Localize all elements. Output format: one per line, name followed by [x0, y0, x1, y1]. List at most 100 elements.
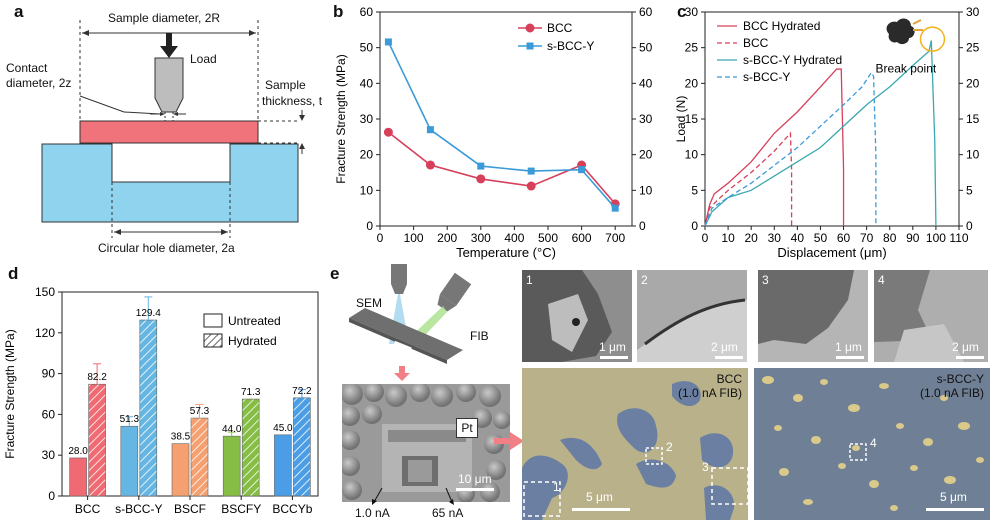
chart-c-ytick-label-right: 30	[966, 5, 980, 19]
chart-d-value-label: 45.0	[273, 423, 293, 434]
chart-b-ytick-label-right: 40	[639, 76, 653, 90]
map-s-bcc-y-title-line2: (1.0 nA FIB)	[919, 386, 984, 400]
chart-b-xtick-label: 500	[538, 231, 558, 245]
chart-b-ytick-label: 60	[360, 5, 374, 19]
chart-d-value-label: 129.4	[136, 308, 161, 319]
chart-d-legend-swatch-hydrated	[203, 333, 223, 348]
sem-scale-bar	[456, 488, 494, 491]
chart-d-ylabel: Fracture Strength (MPa)	[3, 329, 17, 458]
chart-b-xtick-label: 300	[471, 231, 491, 245]
chart-c-ytick-label: 0	[691, 219, 698, 233]
chart-b-ytick-label-right: 10	[639, 183, 653, 197]
chart-d-category-label: BSCF	[174, 502, 206, 516]
tile-3-scale-label: 1 μm	[835, 340, 862, 354]
chart-d-bar-untreated	[120, 425, 139, 497]
chart-b-ytick-label: 50	[360, 41, 374, 55]
tile-4-number: 4	[878, 273, 885, 287]
chart-b-legend-label: s-BCC-Y	[547, 39, 594, 53]
chart-c-break-point-marker	[919, 26, 946, 52]
panel-a-schematic	[41, 20, 305, 238]
chart-c-ytick-label-right: 15	[966, 112, 980, 126]
chart-b-ytick-label: 0	[366, 219, 373, 233]
chart-c-xtick-label: 90	[906, 231, 920, 245]
chart-b-point	[476, 174, 486, 184]
chart-d-value-label: 51.3	[120, 414, 140, 425]
contact-diameter-label-1: Contact	[6, 61, 48, 75]
chart-d-ytick-label: 120	[35, 326, 55, 340]
chart-d-value-label: 44.0	[222, 424, 242, 435]
tile-1-scale-label: 1 μm	[599, 340, 626, 354]
tile-4-scale-bar	[956, 356, 984, 359]
chart-c-xlabel: Displacement (μm)	[777, 245, 886, 260]
down-arrow-icon	[394, 373, 410, 381]
chart-b-legend-marker	[525, 23, 535, 33]
chart-b-ytick-label: 20	[360, 148, 374, 162]
chart-c-xtick-label: 80	[883, 231, 897, 245]
map-bcc-title: BCC (1.0 nA FIB)	[678, 372, 742, 400]
chart-b-ytick-label-right: 50	[639, 41, 653, 55]
box-label-3: 3	[702, 460, 709, 474]
current-label-2: 65 nA	[432, 506, 464, 520]
chart-c-legend-label: s-BCC-Y Hydrated	[743, 53, 842, 67]
tile-2-scale-bar	[715, 356, 743, 359]
chart-c-ytick-label: 5	[691, 183, 698, 197]
chart-d-ytick-label: 60	[42, 407, 56, 421]
chart-c-ytick-label-right: 10	[966, 148, 980, 162]
chart-d-value-label: 82.2	[87, 372, 107, 383]
panel-label-b: b	[333, 2, 344, 21]
chart-b-xtick-label: 600	[572, 231, 592, 245]
chart-b-xtick-label: 0	[377, 231, 384, 245]
tile-3-number: 3	[762, 273, 769, 287]
chart-b-ytick-label-right: 30	[639, 112, 653, 126]
chart-d-bar-untreated	[222, 435, 241, 497]
map-s-bcc-y-title-line1: s-BCC-Y	[936, 372, 984, 386]
chart-d-category-label: BCC	[75, 502, 101, 516]
chart-b-series-line	[387, 41, 616, 209]
pt-label: Pt	[456, 418, 478, 438]
map-s-bcc-y-scale-label: 5 μm	[940, 490, 967, 504]
chart-c-ylabel: Load (N)	[675, 96, 688, 143]
chart-c-xtick-label: 70	[860, 231, 874, 245]
sem-label: SEM	[356, 296, 383, 310]
chart-c-series-line	[704, 40, 937, 227]
chart-d-ytick-label: 90	[42, 367, 56, 381]
chart-b-legend-label: BCC	[547, 21, 573, 35]
box-label-1: 1	[553, 480, 560, 494]
chart-c-legend-label: s-BCC-Y	[743, 70, 790, 84]
current-label-1: 1.0 nA	[355, 506, 390, 520]
contact-diameter-label-2: diameter, 2z	[6, 76, 72, 90]
chart-b-ytick-label: 10	[360, 183, 374, 197]
sem-image: Pt 10 μm	[342, 384, 510, 502]
chart-d-ytick-label: 0	[48, 489, 55, 503]
box-label-4: 4	[870, 436, 877, 450]
chart-d-legend-swatch-untreated	[203, 313, 223, 328]
chart-c-ytick-label-right: 25	[966, 41, 980, 55]
chart-c-ytick-label-right: 20	[966, 76, 980, 90]
chart-d-value-label: 72.2	[292, 386, 312, 397]
chart-c-ytick-label: 10	[685, 148, 699, 162]
chart-c-series-line	[704, 68, 845, 227]
chart-d-value-label: 38.5	[171, 432, 191, 443]
load-arrow-icon	[160, 46, 178, 58]
sample-diameter-label: Sample diameter, 2R	[108, 11, 221, 25]
map-bcc-title-line1: BCC	[716, 372, 742, 386]
chart-c-series-line	[704, 131, 793, 227]
chart-d-bar-untreated	[171, 443, 190, 497]
chart-c-ytick-label: 15	[685, 112, 699, 126]
chart-d-ytick-label: 150	[35, 285, 55, 299]
tile-1-number: 1	[526, 273, 533, 287]
chart-c-xtick-label: 20	[745, 231, 759, 245]
hole-diameter-label: Circular hole diameter, 2a	[98, 241, 235, 255]
map-s-bcc-y-scale-bar	[926, 508, 984, 511]
map-bcc-scale-label: 5 μm	[586, 490, 613, 504]
chart-c-ytick-label: 25	[685, 41, 699, 55]
chart-c-xtick-label: 110	[949, 231, 968, 245]
chart-c-annotation: Break point	[876, 62, 937, 76]
chart-b-ytick-label-right: 20	[639, 148, 653, 162]
panel-label-a: a	[14, 2, 24, 21]
chart-c-ytick-label: 20	[685, 76, 699, 90]
chart-b-xtick-label: 200	[437, 231, 457, 245]
chart-b-ytick-label: 30	[360, 112, 374, 126]
chart-b-point	[384, 38, 392, 46]
